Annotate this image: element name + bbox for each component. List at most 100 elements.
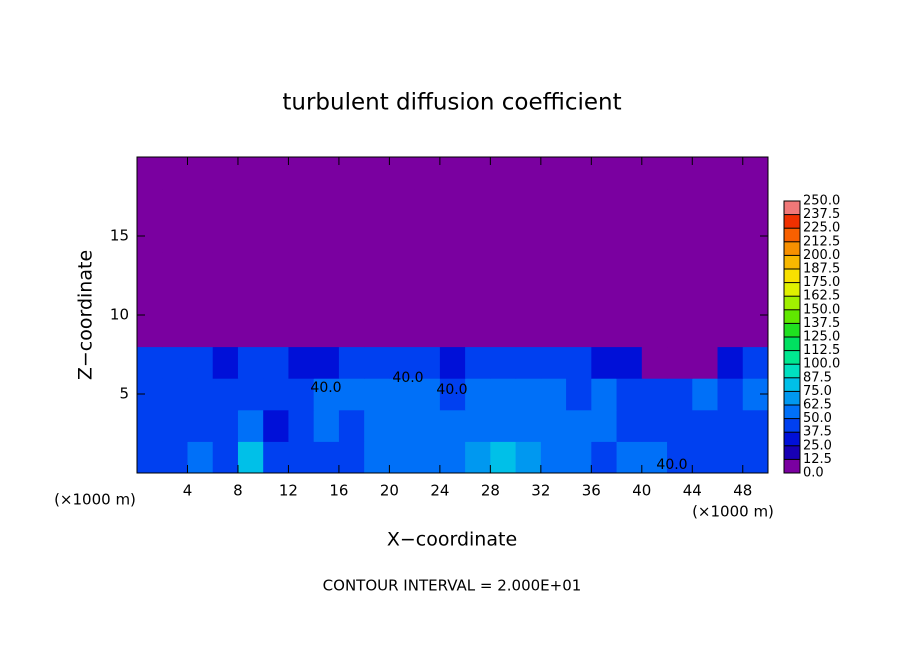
heat-cell	[591, 315, 618, 348]
heat-cell	[338, 157, 365, 190]
heat-cell	[515, 251, 542, 284]
x-tick-label: 40	[632, 482, 651, 500]
heat-cell	[389, 409, 416, 442]
heat-cell	[515, 409, 542, 442]
heat-cell	[641, 188, 668, 221]
heat-cell	[515, 188, 542, 221]
heat-cell	[566, 346, 592, 379]
heat-cell	[288, 220, 315, 253]
heat-cell	[364, 157, 390, 190]
heat-cell	[591, 346, 618, 379]
heat-cell	[263, 346, 289, 379]
heat-cell	[540, 251, 567, 284]
heat-cell	[591, 441, 618, 474]
heat-cell	[566, 251, 592, 284]
heat-cell	[667, 188, 693, 221]
heat-cell	[616, 220, 643, 253]
x-tick-label: 16	[329, 482, 348, 500]
heat-cell	[742, 409, 769, 442]
heat-cell	[389, 378, 416, 411]
heat-cell	[692, 378, 719, 411]
heat-cell	[288, 157, 315, 190]
heat-cell	[389, 188, 416, 221]
heat-cell	[338, 409, 365, 442]
heat-cell	[540, 188, 567, 221]
colorbar-swatch	[784, 323, 800, 337]
heat-cell	[641, 251, 668, 284]
heat-cell	[338, 220, 365, 253]
heat-cell	[490, 188, 517, 221]
heat-cell	[490, 251, 517, 284]
heat-cell	[212, 315, 239, 348]
heat-cell	[137, 283, 163, 316]
colorbar-swatch	[784, 228, 800, 242]
heat-cell	[187, 157, 214, 190]
colorbar-tick-label: 150.0	[803, 302, 840, 317]
heat-cell	[717, 409, 744, 442]
y-tick-label: 10	[110, 306, 129, 324]
x-tick-label: 24	[430, 482, 449, 500]
x-tick-label: 4	[183, 482, 193, 500]
heat-cell	[439, 346, 466, 379]
x-tick-label: 32	[531, 482, 550, 500]
heat-cell	[162, 346, 188, 379]
heat-cell	[717, 220, 744, 253]
colorbar-swatch	[784, 391, 800, 405]
heat-cell	[742, 283, 769, 316]
colorbar-tick-label: 37.5	[803, 425, 832, 440]
heat-cell	[162, 157, 188, 190]
heat-cell	[313, 441, 340, 474]
heat-cell	[389, 283, 416, 316]
heat-cell	[237, 251, 264, 284]
heat-cell	[717, 441, 744, 474]
heat-cell	[212, 441, 239, 474]
heat-cell	[692, 315, 719, 348]
heat-cell	[667, 251, 693, 284]
heat-cell	[465, 283, 491, 316]
heat-cell	[667, 315, 693, 348]
heat-cell	[439, 220, 466, 253]
heat-cell	[540, 441, 567, 474]
heat-cell	[137, 441, 163, 474]
colorbar-tick-label: 212.5	[803, 234, 840, 249]
heat-cell	[389, 315, 416, 348]
colorbar-swatch	[784, 337, 800, 351]
x-tick-label: 28	[481, 482, 500, 500]
heat-cell	[439, 441, 466, 474]
colorbar-tick-label: 87.5	[803, 370, 832, 385]
heat-cell	[187, 220, 214, 253]
colorbar-tick-label: 62.5	[803, 398, 832, 413]
heat-cell	[490, 346, 517, 379]
heat-cell	[414, 409, 441, 442]
heat-cell	[566, 441, 592, 474]
heat-cell	[465, 315, 491, 348]
colorbar-tick-label: 125.0	[803, 330, 840, 345]
heat-cell	[137, 315, 163, 348]
heat-cell	[414, 188, 441, 221]
x-tick-label: 12	[279, 482, 298, 500]
heat-cell	[515, 346, 542, 379]
x-tick-label: 48	[733, 482, 752, 500]
colorbar-swatch	[784, 405, 800, 419]
heat-cell	[263, 441, 289, 474]
heat-cell	[263, 251, 289, 284]
heat-cell	[439, 157, 466, 190]
heat-cell	[237, 315, 264, 348]
heat-cell	[465, 157, 491, 190]
colorbar-tick-label: 25.0	[803, 438, 832, 453]
colorbar-swatch	[784, 432, 800, 446]
colorbar-swatch	[784, 377, 800, 392]
heat-cell	[389, 251, 416, 284]
heat-cell	[692, 188, 719, 221]
heat-cell	[641, 157, 668, 190]
heat-cell	[313, 378, 340, 411]
heat-cell	[490, 378, 517, 411]
heat-cell	[237, 378, 264, 411]
colorbar-swatch	[784, 241, 800, 256]
heat-cell	[515, 378, 542, 411]
heat-cell	[212, 378, 239, 411]
heat-cell	[237, 283, 264, 316]
heat-cell	[338, 283, 365, 316]
heat-cell	[313, 315, 340, 348]
heat-cell	[692, 283, 719, 316]
